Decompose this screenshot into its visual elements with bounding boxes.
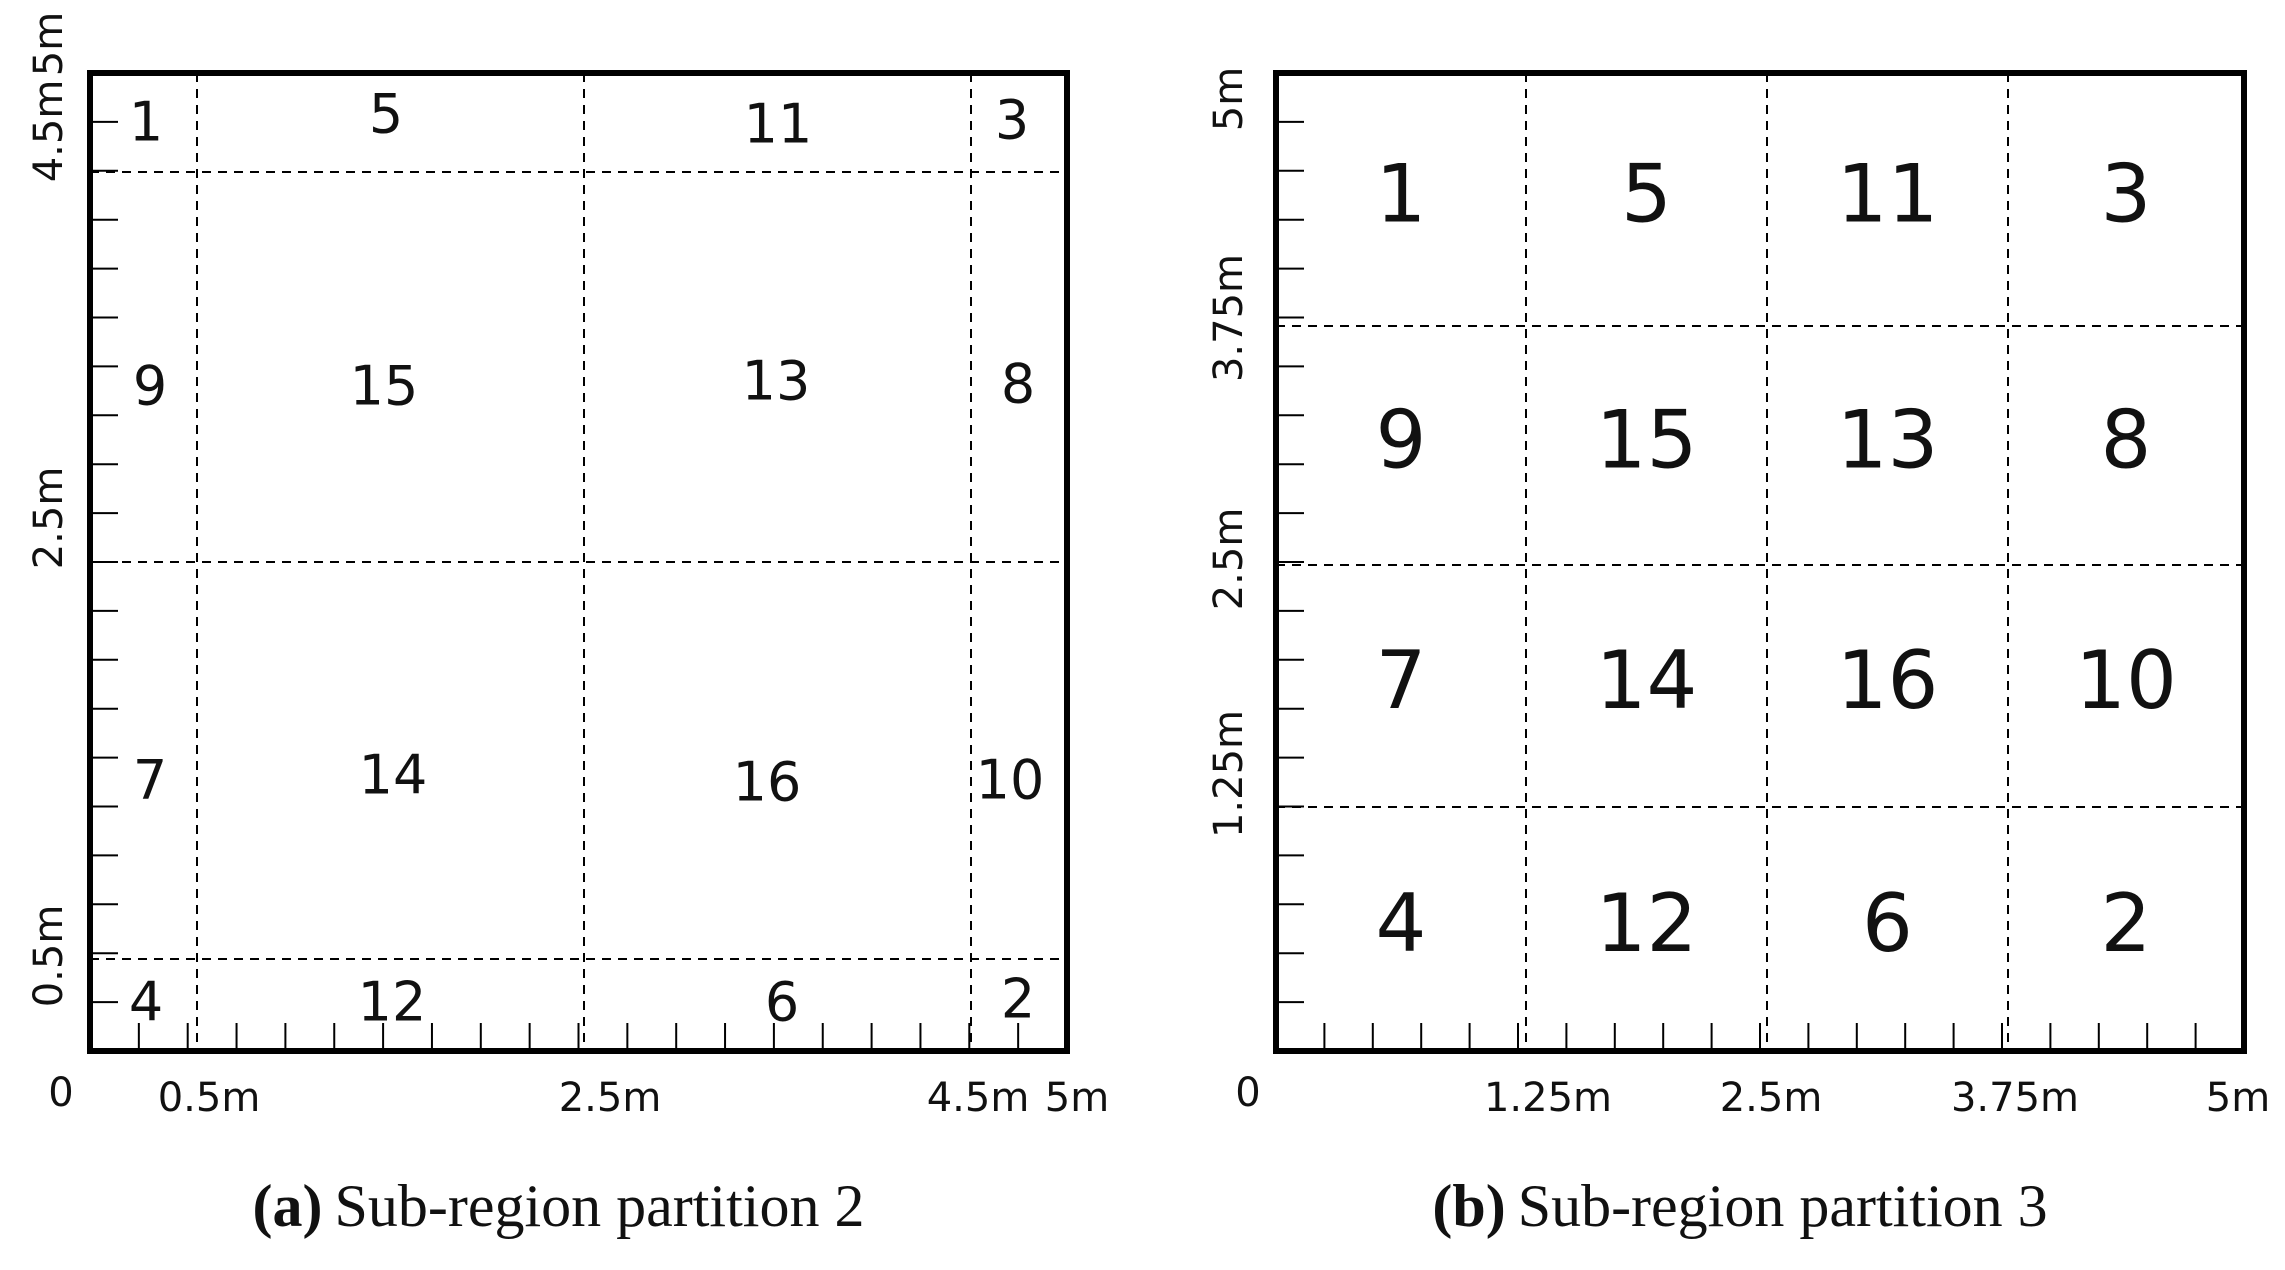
region-number: 16 — [1837, 634, 1939, 727]
region-number: 9 — [1376, 393, 1427, 486]
region-number: 6 — [765, 971, 799, 1034]
region-number: 15 — [350, 355, 419, 418]
region-number: 5 — [369, 83, 403, 146]
x-label: 5m — [1045, 1075, 1109, 1121]
y-label: 2.5m — [1206, 508, 1252, 611]
region-number: 5 — [1621, 147, 1672, 240]
x-label: 1.25m — [1484, 1075, 1612, 1121]
caption: (b) Sub-region partition 3 — [1432, 1173, 2047, 1239]
region-number: 8 — [1001, 353, 1035, 416]
x-label: 4.5m — [927, 1075, 1030, 1121]
x-label: 5m — [2206, 1075, 2270, 1121]
region-number: 3 — [995, 89, 1029, 152]
y-label: 0.5m — [26, 905, 72, 1008]
region-number: 3 — [2101, 147, 2152, 240]
x-label: 3.75m — [1951, 1075, 2079, 1121]
region-number: 12 — [358, 971, 427, 1034]
region-number: 7 — [1376, 634, 1427, 727]
x-label: 2.5m — [1720, 1075, 1823, 1121]
region-number: 11 — [744, 93, 813, 156]
x-label: 2.5m — [559, 1075, 662, 1121]
y-label: 2.5m — [26, 467, 72, 570]
region-number: 14 — [359, 744, 428, 807]
y-label: 1.25m — [1206, 710, 1252, 838]
region-number: 12 — [1596, 877, 1698, 970]
caption-label: (b) — [1432, 1173, 1505, 1239]
caption-text: Sub-region partition 3 — [1518, 1173, 2048, 1239]
region-number: 1 — [129, 91, 163, 154]
region-number: 2 — [2101, 877, 2152, 970]
caption-text: Sub-region partition 2 — [335, 1173, 865, 1239]
caption-label: (a) — [253, 1173, 323, 1239]
region-number: 9 — [133, 355, 167, 418]
region-number: 11 — [1837, 147, 1939, 240]
region-number: 13 — [1837, 393, 1939, 486]
y-label: 5m — [26, 12, 72, 76]
caption: (a) Sub-region partition 2 — [253, 1173, 865, 1239]
origin-label: 0 — [48, 1070, 73, 1116]
region-number: 15 — [1596, 393, 1698, 486]
region-number: 7 — [133, 749, 167, 812]
region-number: 4 — [129, 971, 163, 1034]
region-number: 14 — [1596, 634, 1698, 727]
region-number: 16 — [733, 751, 802, 814]
y-label: 5m — [1206, 67, 1252, 131]
region-number: 13 — [742, 350, 811, 413]
y-label: 3.75m — [1206, 254, 1252, 382]
region-number: 2 — [1001, 968, 1035, 1031]
origin-label: 0 — [1235, 1070, 1260, 1116]
region-number: 8 — [2101, 393, 2152, 486]
region-number: 10 — [976, 749, 1045, 812]
x-label: 0.5m — [158, 1075, 261, 1121]
region-number: 6 — [1862, 877, 1913, 970]
region-number: 1 — [1376, 147, 1427, 240]
y-label: 4.5m — [26, 80, 72, 183]
region-number: 4 — [1376, 877, 1427, 970]
region-number: 10 — [2075, 634, 2177, 727]
